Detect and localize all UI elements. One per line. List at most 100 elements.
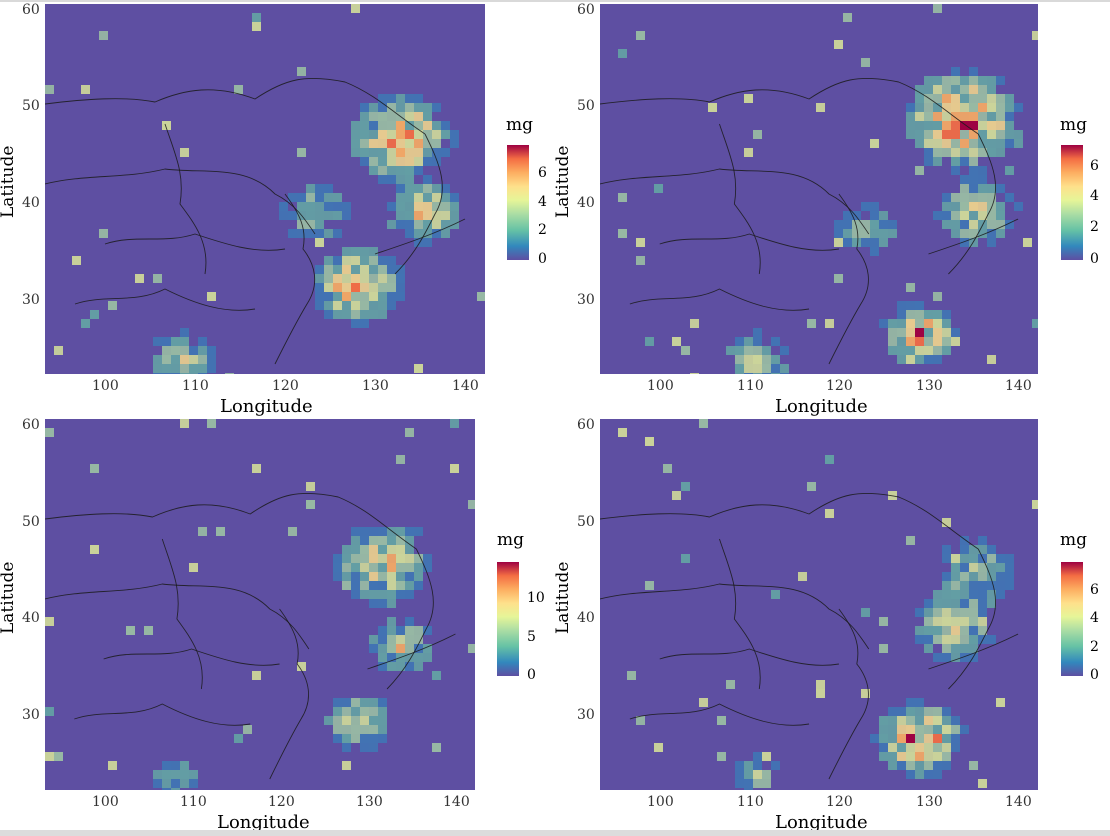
legend-tick: 2 [1090,219,1099,235]
boundary-line [629,703,810,726]
boundary-line [600,77,979,135]
x-tick: 120 [268,794,295,810]
boundary-line [719,538,761,690]
x-tick: 140 [443,794,470,810]
legend-title: mg [1060,530,1088,550]
y-axis-label: Latitude [553,145,573,218]
legend-tick: 4 [538,194,547,210]
x-tick: 120 [272,378,299,394]
boundary-line [386,548,434,690]
boundary-line [928,633,1019,670]
y-tick: 50 [577,98,595,114]
y-tick: 40 [22,610,40,626]
x-tick: 100 [92,794,119,810]
legend-tick: 4 [1090,188,1099,204]
x-axis-label: Longitude [775,812,868,833]
legend-tick: 2 [538,222,547,238]
heatmap-cells [600,4,1038,374]
boundary-line [600,492,979,550]
boundary-line [164,123,207,275]
y-tick: 60 [577,417,595,433]
x-tick: 100 [92,378,119,394]
y-tick: 60 [22,2,40,18]
y-axis-label: Latitude [553,561,573,634]
boundary-line [45,77,426,135]
x-tick: 120 [826,794,853,810]
boundary-line [659,648,839,666]
legend-tick: 6 [1090,158,1099,174]
window-top-edge [0,0,1110,2]
x-tick: 110 [737,378,764,394]
heatmap-plot-area [600,4,1038,374]
boundary-line [367,633,456,670]
y-tick: 40 [577,610,595,626]
legend-tick: 10 [527,590,545,606]
boundary-line [948,133,996,275]
y-tick: 30 [577,292,595,308]
heatmap-plot-area [600,419,1038,790]
legend-tick: 6 [538,165,547,181]
legend-tick: 0 [538,251,547,267]
boundary-line [45,492,417,550]
boundary-line [269,608,309,780]
x-axis-label: Longitude [217,812,310,833]
legend-tick: 2 [1090,639,1099,655]
boundary-line [374,218,466,255]
legend-tick: 4 [1090,610,1099,626]
legend-title: mg [506,115,534,135]
boundary-line [161,538,203,690]
boundary-line [600,583,870,650]
boundary-line [45,583,310,650]
y-tick: 60 [22,417,40,433]
x-tick: 120 [826,378,853,394]
y-tick: 30 [577,707,595,723]
legend-tick: 5 [527,629,536,645]
boundary-line [103,648,280,666]
window-bottom-edge [0,830,1110,836]
y-axis-label: Latitude [0,145,18,218]
x-tick: 140 [1005,794,1032,810]
legend-title: mg [1060,115,1088,135]
y-tick: 50 [22,98,40,114]
y-tick: 50 [577,514,595,530]
y-tick: 40 [22,195,40,211]
boundary-line [600,168,870,235]
y-tick: 40 [577,195,595,211]
boundary-line [394,133,443,275]
y-tick: 30 [22,707,40,723]
x-tick: 130 [356,794,383,810]
heatmap-plot-area [45,4,485,374]
boundary-line [828,608,869,780]
heatmap-cells [45,4,485,374]
x-tick: 110 [182,378,209,394]
boundary-line [74,288,256,311]
legend-tick: 6 [1090,582,1099,598]
legend-tick: 0 [1090,667,1099,683]
boundary-line [104,233,286,251]
x-tick: 100 [647,794,674,810]
y-axis-label: Latitude [0,561,18,634]
x-tick: 100 [647,378,674,394]
legend-title: mg [497,530,525,550]
boundary-line [928,218,1019,255]
x-axis-label: Longitude [220,396,313,417]
x-tick: 130 [916,378,943,394]
x-tick: 130 [916,794,943,810]
boundary-line [948,548,996,690]
y-tick: 50 [22,514,40,530]
boundary-line [274,193,316,365]
legend-tick: 0 [1090,251,1099,267]
color-legend-bar [1061,562,1083,676]
x-tick: 110 [180,794,207,810]
boundary-line [719,123,761,275]
heatmap-cells [45,419,475,790]
boundary-line [828,193,869,365]
boundary-line [629,288,810,311]
heatmap-plot-area [45,419,475,790]
legend-tick: 0 [527,667,536,683]
color-legend-bar [497,562,519,676]
heatmap-cells [600,419,1038,790]
y-tick: 60 [577,2,595,18]
x-axis-label: Longitude [775,396,868,417]
x-tick: 140 [1005,378,1032,394]
